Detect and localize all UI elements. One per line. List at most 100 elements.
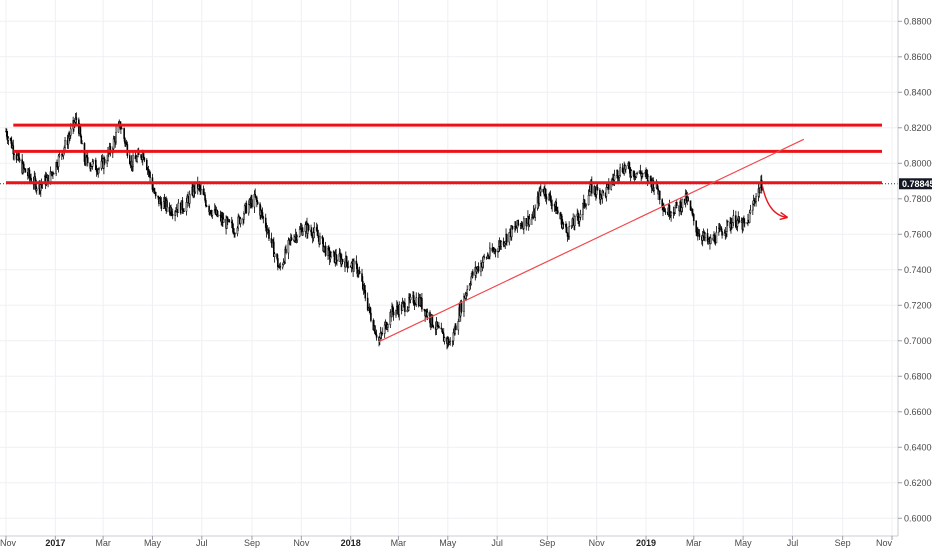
candle-body [639, 170, 642, 174]
candle-body [743, 222, 746, 224]
time-tick-label: Jul [491, 538, 503, 548]
candle-body [374, 325, 376, 334]
candle-body [647, 175, 650, 182]
candle-body [260, 210, 263, 213]
time-tick-label: Nov [293, 538, 310, 548]
candle-body [298, 228, 301, 237]
candle-body [413, 295, 415, 305]
candle-body [735, 215, 737, 228]
candle-body [290, 237, 293, 240]
candle-body [321, 236, 324, 239]
candle-body [565, 223, 567, 228]
candle-body [162, 201, 165, 209]
candle-body [256, 201, 259, 205]
candle-body [313, 227, 316, 233]
candle-body [57, 155, 60, 167]
candle-body [675, 202, 678, 206]
candle-body [67, 137, 70, 146]
candle-body [542, 188, 545, 192]
projection-arrow-curve [761, 186, 788, 219]
candle-body [205, 205, 208, 207]
candle-body [464, 294, 467, 299]
candle-body [749, 209, 752, 213]
candle-body [232, 227, 235, 234]
candle-body [736, 220, 739, 227]
candle-body [701, 235, 704, 241]
time-tick-label: Mar [686, 538, 702, 548]
candle-body [262, 216, 265, 219]
candle-body [106, 160, 108, 164]
candle-body [442, 331, 444, 334]
candle-body [273, 253, 276, 257]
candle-body [273, 241, 275, 257]
candle-body [436, 321, 439, 327]
candle-body [538, 190, 541, 204]
candle-body [731, 222, 734, 229]
candle-body [23, 163, 25, 169]
candle-body [356, 264, 358, 274]
candle-body [86, 157, 89, 164]
candle-body [379, 337, 381, 341]
candle-body [415, 297, 418, 305]
candle-body [606, 184, 608, 188]
time-tick-label: May [144, 538, 162, 548]
candle-body [585, 204, 587, 206]
candle-body [166, 200, 168, 208]
candle-body [759, 187, 761, 194]
candle-body [709, 237, 712, 244]
candle-body [720, 227, 723, 232]
candle-body [664, 211, 667, 213]
candle-body [618, 175, 621, 178]
candle-body [557, 210, 559, 214]
candle-body [423, 308, 426, 311]
candle-body [243, 213, 245, 220]
candle-body [13, 153, 15, 155]
candle-body [760, 179, 763, 191]
candle-body [281, 264, 284, 268]
time-tick-label: Jul [787, 538, 799, 548]
candle-body [253, 193, 256, 208]
candle-body [565, 226, 568, 233]
candle-body [92, 159, 95, 162]
candle-body [81, 143, 83, 145]
candlestick-series [5, 112, 763, 350]
candle-body [421, 298, 423, 310]
candle-body [689, 200, 692, 211]
candle-body [98, 168, 100, 170]
candle-body [588, 191, 591, 196]
candle-body [149, 171, 151, 178]
current-price-label: 0.78845 [899, 178, 932, 190]
candle-body [572, 218, 575, 226]
candle-body [187, 195, 189, 199]
candle-body [80, 135, 83, 144]
candle-body [69, 128, 72, 136]
time-tick-label: 2018 [341, 538, 361, 548]
candle-body [277, 258, 279, 268]
candle-body [251, 199, 253, 208]
candle-body [52, 173, 55, 175]
candle-body [466, 289, 469, 295]
candle-body [578, 217, 581, 222]
candle-body [28, 169, 31, 177]
candle-body [185, 201, 188, 212]
candle-body [504, 241, 507, 244]
candle-body [605, 187, 608, 197]
candle-body [243, 205, 246, 214]
candle-body [56, 162, 58, 168]
candle-body [159, 198, 162, 203]
candle-body [132, 155, 134, 167]
candle-body [732, 215, 735, 224]
candle-body [610, 183, 613, 190]
candle-body [228, 219, 231, 223]
candle-body [157, 195, 159, 198]
candle-body [294, 236, 296, 242]
candle-body [319, 236, 321, 245]
time-axis[interactable]: Nov 2017 Mar May Jul Sep Nov 2018 Mar May Jul Sep No… [0, 536, 893, 548]
candle-body [205, 200, 207, 207]
candle-body [350, 262, 353, 268]
candle-body [476, 268, 478, 273]
candle-body [12, 145, 15, 154]
